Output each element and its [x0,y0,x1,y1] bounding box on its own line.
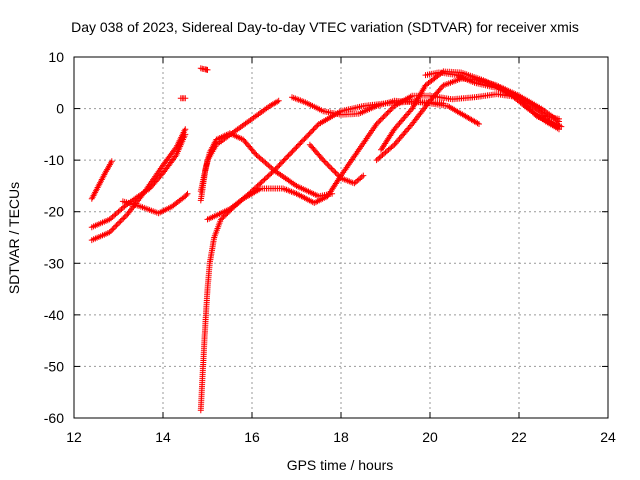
series-arc-d [119,190,191,217]
series-arc-f [197,65,211,73]
chart-title: Day 038 of 2023, Sidereal Day-to-day VTE… [71,19,579,35]
series-markers [88,158,115,202]
series-markers [119,190,191,217]
x-tick-label: 14 [155,429,171,445]
x-axis-label: GPS time / hours [287,457,394,473]
x-tick-label: 16 [244,429,260,445]
series-arc-o [422,69,565,130]
data-series [88,65,565,414]
x-tick-label: 22 [511,429,527,445]
axes: 12 14 16 18 20 22 24 10 0 -10 -20 -30 -40 -50 -60 [44,49,616,445]
y-tick-label: -60 [44,410,64,426]
series-arc-a [88,158,115,202]
y-tick-label: -50 [44,358,64,374]
series-markers [177,95,189,102]
y-axis-label: SDTVAR / TECUs [6,182,22,294]
series-arc-h [197,97,282,195]
series-markers [197,65,211,73]
series-arc-l [306,141,367,187]
x-tick-label: 12 [66,429,82,445]
x-tick-label: 20 [422,429,438,445]
series-arc-c [88,126,189,244]
y-tick-label: 0 [56,101,64,117]
series-markers [197,97,282,195]
y-tick-label: -30 [44,255,64,271]
y-tick-label: -10 [44,152,64,168]
series-markers [88,126,189,244]
x-tick-label: 24 [600,429,616,445]
series-arc-e [177,95,189,102]
y-tick-label: 10 [48,49,64,65]
series-markers [422,69,565,130]
y-tick-label: -20 [44,204,64,220]
x-tick-label: 18 [333,429,349,445]
series-markers [306,141,367,187]
y-tick-label: -40 [44,307,64,323]
